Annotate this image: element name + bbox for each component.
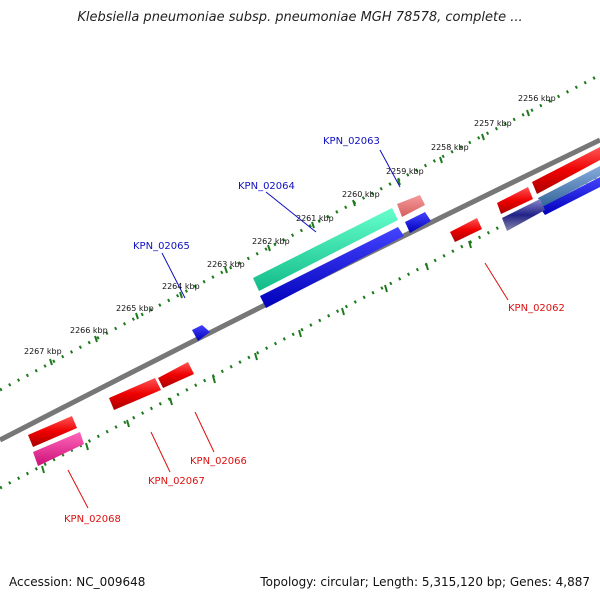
gene-feature[interactable] (497, 187, 533, 214)
locus-label[interactable]: KPN_02066 (190, 456, 247, 467)
tick-label: 2259 kbp (386, 167, 424, 176)
accession-text: Accession: NC_009648 (9, 575, 146, 589)
tick-labels: 2256 kbp 2257 kbp 2258 kbp 2259 kbp 2260… (24, 94, 556, 356)
map-title: Klebsiella pneumoniae subsp. pneumoniae … (77, 10, 523, 25)
outer-tick-ring (0, 73, 600, 392)
gene-feature[interactable] (33, 432, 84, 466)
leader-lines (67, 149, 509, 509)
tick-label: 2264 kbp (162, 282, 200, 291)
gene-feature[interactable] (158, 362, 194, 388)
tick-label: 2265 kbp (116, 304, 154, 313)
tick-label: 2262 kbp (252, 237, 290, 246)
topology-text: Topology: circular; Length: 5,315,120 bp… (260, 575, 590, 589)
gene-feature[interactable] (28, 416, 77, 447)
gene-feature[interactable] (405, 212, 431, 233)
locus-label[interactable]: KPN_02068 (64, 514, 121, 525)
locus-label[interactable]: KPN_02063 (323, 136, 380, 147)
tick-label: 2260 kbp (342, 190, 380, 199)
locus-labels: KPN_02063 KPN_02064 KPN_02065 KPN_02062 … (64, 136, 565, 525)
locus-label[interactable]: KPN_02065 (133, 241, 190, 252)
gene-feature[interactable] (109, 378, 161, 410)
gene-feature[interactable] (397, 195, 425, 217)
tick-label: 2261 kbp (296, 214, 334, 223)
tick-label: 2257 kbp (474, 119, 512, 128)
tick-label: 2267 kbp (24, 347, 62, 356)
reverse-strand-genes (28, 199, 545, 466)
gene-feature[interactable] (192, 325, 210, 341)
gene-feature[interactable] (260, 227, 404, 308)
tick-label: 2258 kbp (431, 143, 469, 152)
gene-feature[interactable] (253, 208, 398, 291)
gene-feature[interactable] (532, 147, 600, 194)
locus-label[interactable]: KPN_02064 (238, 181, 295, 192)
forward-strand-genes (192, 147, 600, 341)
gene-feature[interactable] (538, 166, 600, 207)
tick-label: 2266 kbp (70, 326, 108, 335)
gene-feature[interactable] (540, 177, 600, 215)
locus-label[interactable]: KPN_02067 (148, 476, 205, 487)
tick-label: 2256 kbp (518, 94, 556, 103)
tick-label: 2263 kbp (207, 260, 245, 269)
locus-label[interactable]: KPN_02062 (508, 303, 565, 314)
outer-major-ticks (49, 109, 530, 366)
inner-major-ticks (41, 194, 558, 474)
gene-feature[interactable] (450, 218, 482, 242)
gene-feature[interactable] (502, 199, 545, 231)
